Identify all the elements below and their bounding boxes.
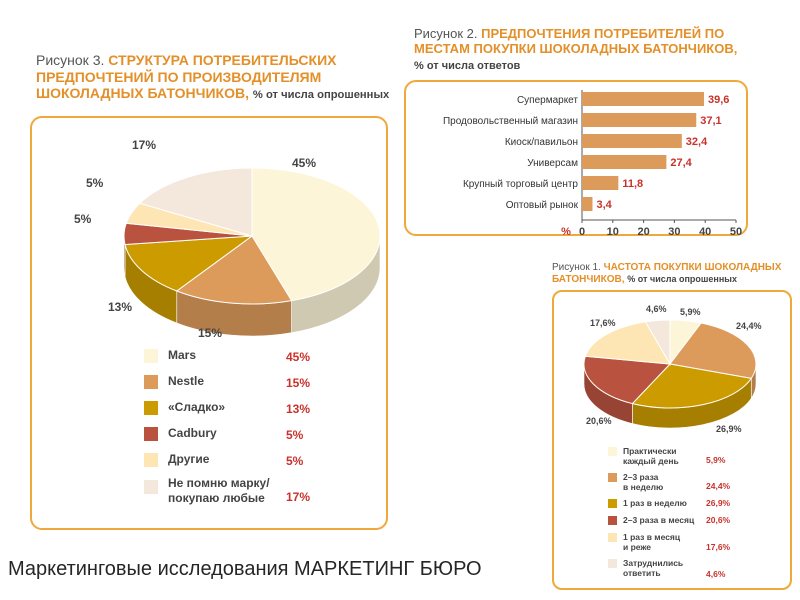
fig3-label-sladko: 13%	[108, 300, 133, 314]
footer-caption: Маркетинговые исследования МАРКЕТИНГ БЮР…	[8, 558, 482, 580]
fig2-value-label-4: 11,8	[622, 178, 643, 190]
swatch-2-3-month	[608, 516, 617, 525]
fig2-value-label-2: 32,4	[686, 136, 708, 148]
fig3-legend-cadbury-value: 5%	[286, 428, 304, 442]
fig1-pie-slice-3	[583, 355, 672, 405]
fig1-pie-slice-4	[584, 321, 671, 365]
fig2-bar-chart: Супермаркет 39,6 Продовольственный магазин…	[443, 90, 742, 236]
fig1-pie-slice-5	[644, 319, 671, 366]
fig3-legend-sladko-value: 13%	[286, 402, 311, 416]
fig2-category-label-5: Оптовый рынок	[506, 200, 579, 211]
fig1-legend-1-month-value: 17,6%	[706, 542, 731, 552]
fig2-value-label-3: 27,4	[670, 157, 692, 169]
swatch-nestle	[144, 375, 158, 389]
fig1-label-1-month: 17,6%	[590, 318, 616, 328]
fig2-category-label-4: Крупный торговый центр	[463, 179, 578, 190]
fig1-label-2-3-month: 20,6%	[586, 416, 612, 426]
fig2-bar-4	[582, 176, 619, 190]
fig1-label-2-3-week: 24,4%	[736, 321, 762, 331]
fig1-label-1-week: 26,9%	[716, 424, 742, 434]
fig1-legend-2-3-week-value: 24,4%	[706, 481, 731, 491]
fig1-pie-slice-2	[631, 363, 753, 409]
fig3-legend-ne-pomnyu: Не помню марку/ покупаю любые	[144, 476, 270, 506]
fig1-legend-daily: Практически каждый день	[608, 446, 679, 466]
swatch-2-3-week	[608, 473, 617, 482]
fig3-label-cadbury: 5%	[74, 212, 92, 226]
fig2-tick-label-4: 40	[699, 226, 711, 236]
fig2-tick-label-2: 20	[637, 226, 649, 236]
fig3-legend-ne-pomnyu-value: 17%	[286, 490, 311, 504]
swatch-daily	[608, 447, 617, 456]
fig1-title: Рисунок 1. ЧАСТОТА ПОКУПКИ ШОКОЛАДНЫХ БА…	[552, 262, 782, 285]
fig2-title: Рисунок 2. ПРЕДПОЧТЕНИЯ ПОТРЕБИТЕЛЕЙ ПО …	[414, 26, 738, 72]
fig3-label-nestle: 15%	[198, 326, 223, 340]
fig2-bar-2	[582, 134, 682, 148]
fig3-pie-slice-0	[251, 167, 381, 302]
fig3-legend-nestle: Nestle	[144, 374, 204, 389]
fig2-bar-3	[582, 155, 667, 169]
fig2-tick-label-5: 50	[730, 226, 742, 236]
fig3-legend-mars: Mars	[144, 348, 196, 363]
fig3-legend-drugie: Другие	[144, 452, 209, 467]
fig3-pie	[123, 167, 381, 337]
fig2-category-label-0: Супермаркет	[517, 95, 578, 106]
fig3-legend-mars-value: 45%	[286, 350, 311, 364]
swatch-sladko	[144, 401, 158, 415]
swatch-ne-pomnyu	[144, 480, 158, 494]
fig1-label-daily: 5,9%	[680, 307, 701, 317]
fig1-legend-unsure: Затруднились ответить	[608, 558, 683, 578]
fig3-pie-slice-1	[175, 235, 293, 305]
fig2-category-label-1: Продовольственный магазин	[443, 116, 578, 127]
fig3-label-mars: 45%	[292, 156, 317, 170]
fig3-pie-slice-2	[124, 235, 254, 292]
fig1-legend-2-3-month: 2–3 раза в месяц	[608, 515, 694, 525]
fig1-pie	[583, 319, 757, 429]
swatch-drugie	[144, 453, 158, 467]
fig1-legend-unsure-value: 4,6%	[706, 569, 726, 579]
fig2-category-label-2: Киоск/павильон	[505, 137, 578, 148]
fig2-value-label-1: 37,1	[700, 115, 721, 127]
swatch-1-week	[608, 499, 617, 508]
fig1-legend-2-3-month-value: 20,6%	[706, 515, 731, 525]
fig1-legend-2-3-week: 2–3 раза в неделю	[608, 472, 663, 492]
fig1-pie-slice-1	[669, 322, 757, 379]
fig3-legend-drugie-value: 5%	[286, 454, 304, 468]
fig3-legend-cadbury: Cadbury	[144, 426, 217, 441]
fig2-value-label-0: 39,6	[708, 94, 729, 106]
fig3-legend-nestle-value: 15%	[286, 376, 311, 390]
fig2-bar-1	[582, 113, 697, 127]
fig2-category-label-3: Универсам	[527, 158, 578, 169]
fig3-label-drugie: 5%	[86, 176, 104, 190]
fig2-bar-0	[582, 92, 704, 106]
fig2-tick-label-0: 0	[579, 226, 585, 236]
swatch-cadbury	[144, 427, 158, 441]
fig1-label-unsure: 4,6%	[646, 304, 667, 314]
fig3-pie-slice-5	[138, 167, 253, 237]
swatch-1-month	[608, 533, 617, 542]
fig2-axis-unit-label: %	[561, 226, 571, 236]
fig3-legend-sladko: «Сладко»	[144, 400, 225, 415]
fig2-tick-label-1: 10	[607, 226, 619, 236]
fig1-legend-1-week: 1 раз в неделю	[608, 498, 687, 508]
fig2-value-label-5: 3,4	[596, 199, 612, 211]
fig3-label-ne-pomnyu: 17%	[132, 138, 157, 152]
fig3-title: Рисунок 3. СТРУКТУРА ПОТРЕБИТЕЛЬСКИХ ПРЕ…	[36, 52, 390, 102]
fig1-legend-daily-value: 5,9%	[706, 455, 726, 465]
fig1-legend-1-month: 1 раз в месяц и реже	[608, 532, 680, 552]
fig2-bar-5	[582, 197, 593, 211]
swatch-mars	[144, 349, 158, 363]
fig2-tick-label-3: 30	[668, 226, 680, 236]
fig2-frame	[404, 80, 748, 236]
swatch-unsure	[608, 559, 617, 568]
fig1-legend-1-week-value: 26,9%	[706, 498, 731, 508]
